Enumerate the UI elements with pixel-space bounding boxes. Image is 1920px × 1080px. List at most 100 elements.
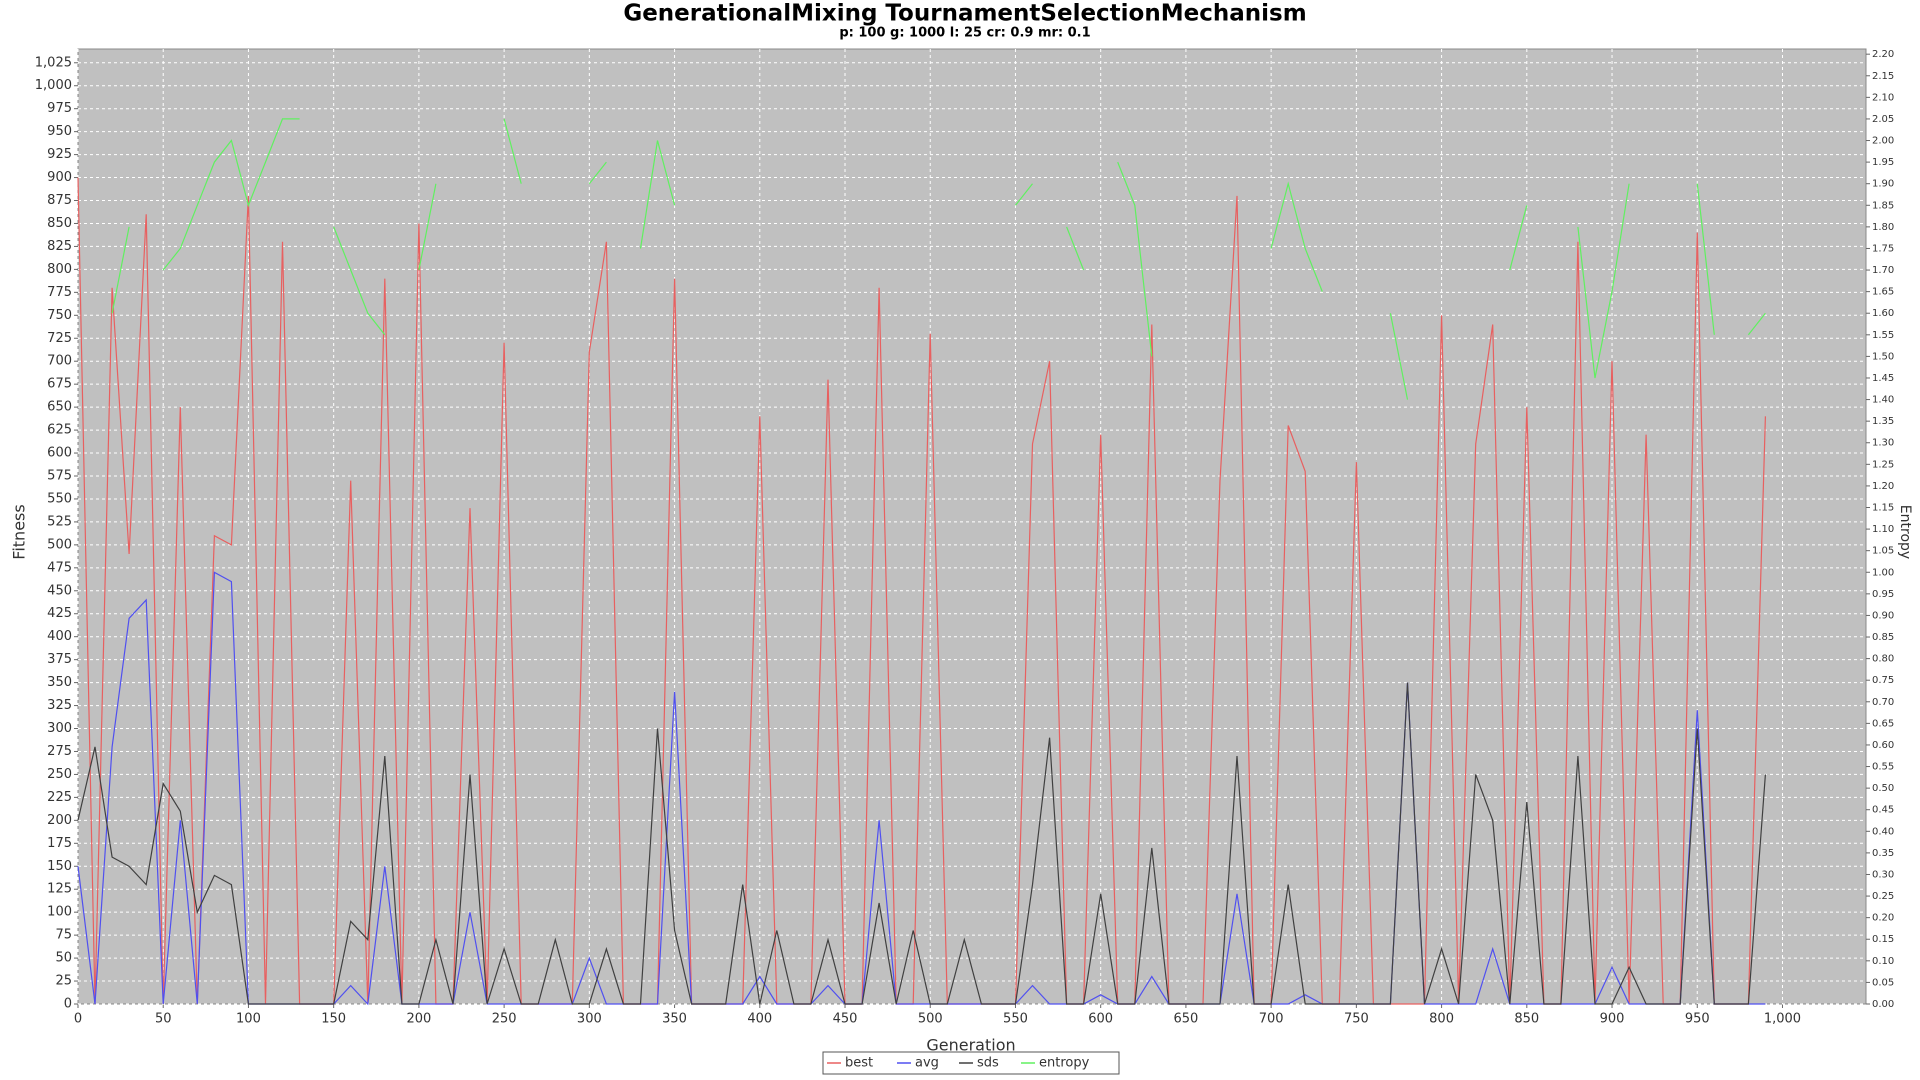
x-tick-label: 350: [662, 1012, 687, 1027]
y2-tick-label: 1.90: [1872, 179, 1894, 190]
y2-tick-label: 0.30: [1872, 869, 1894, 880]
y-tick-label: 425: [47, 606, 72, 621]
y2-tick-label: 0.25: [1872, 891, 1894, 902]
y-tick-label: 925: [47, 147, 72, 162]
x-tick-label: 50: [155, 1012, 172, 1027]
y2-tick-label: 2.10: [1872, 92, 1894, 103]
series-line: [77, 571, 1766, 1006]
x-tick-label: 950: [1685, 1012, 1710, 1027]
legend-label: entropy: [1039, 1056, 1090, 1071]
y-tick-label: 200: [47, 813, 72, 828]
y2-tick-label: 0.20: [1872, 913, 1894, 924]
y-tick-label: 625: [47, 423, 72, 438]
y2-tick-label: 1.75: [1872, 243, 1894, 254]
x-tick-label: 400: [747, 1012, 772, 1027]
y2-tick-label: 1.60: [1872, 308, 1894, 319]
y-tick-label: 350: [47, 675, 72, 690]
y2-tick-label: 2.00: [1872, 136, 1894, 147]
x-tick-label: 200: [406, 1012, 431, 1027]
y-tick-label: 700: [47, 354, 72, 369]
y-axis-label: Fitness: [10, 504, 29, 559]
y-tick-label: 75: [55, 928, 72, 943]
y-tick-label: 250: [47, 767, 72, 782]
y-tick-label: 1,025: [35, 55, 72, 70]
y-tick-label: 500: [47, 537, 72, 552]
y2-tick-label: 0.95: [1872, 589, 1894, 600]
y2-tick-label: 0.00: [1872, 999, 1894, 1010]
x-tick-label: 650: [1173, 1012, 1198, 1027]
y-tick-label: 950: [47, 124, 72, 139]
y2-tick-label: 0.40: [1872, 826, 1894, 837]
y2-tick-label: 0.60: [1872, 740, 1894, 751]
y-tick-label: 450: [47, 583, 72, 598]
x-tick-label: 0: [74, 1012, 82, 1027]
x-tick-label: 250: [492, 1012, 517, 1027]
y2-tick-label: 0.85: [1872, 632, 1894, 643]
y-tick-label: 175: [47, 836, 72, 851]
y2-tick-label: 1.50: [1872, 351, 1894, 362]
y-tick-label: 0: [64, 997, 72, 1012]
y-tick-label: 875: [47, 193, 72, 208]
y-tick-label: 825: [47, 239, 72, 254]
x-tick-label: 500: [918, 1012, 943, 1027]
x-tick-label: 750: [1344, 1012, 1369, 1027]
x-tick-label: 300: [577, 1012, 602, 1027]
y2-tick-label: 1.25: [1872, 459, 1894, 470]
y2-axis-label: Entropy: [1897, 505, 1913, 559]
x-tick-label: 800: [1429, 1012, 1454, 1027]
y2-tick-label: 1.05: [1872, 546, 1894, 557]
y-tick-label: 300: [47, 721, 72, 736]
y-tick-label: 800: [47, 262, 72, 277]
y-tick-label: 400: [47, 629, 72, 644]
y2-tick-label: 1.95: [1872, 157, 1894, 168]
y2-tick-label: 1.20: [1872, 481, 1894, 492]
y-tick-label: 750: [47, 308, 72, 323]
y2-tick-label: 0.55: [1872, 762, 1894, 773]
y-tick-label: 975: [47, 101, 72, 116]
y-tick-label: 1,000: [35, 78, 72, 93]
legend-label: sds: [977, 1056, 999, 1071]
x-tick-label: 100: [236, 1012, 261, 1027]
x-tick-label: 700: [1259, 1012, 1284, 1027]
y2-tick-label: 0.35: [1872, 848, 1894, 859]
y2-tick-label: 2.05: [1872, 114, 1894, 125]
x-tick-label: 150: [321, 1012, 346, 1027]
y2-tick-label: 1.00: [1872, 567, 1894, 578]
y-tick-label: 375: [47, 652, 72, 667]
y2-tick-label: 0.70: [1872, 697, 1894, 708]
y2-tick-label: 0.15: [1872, 934, 1894, 945]
y2-tick-label: 0.75: [1872, 675, 1894, 686]
y-tick-label: 100: [47, 905, 72, 920]
y2-tick-label: 0.45: [1872, 805, 1894, 816]
y2-tick-label: 1.40: [1872, 395, 1894, 406]
y2-tick-label: 0.65: [1872, 718, 1894, 729]
series-line: [77, 682, 1766, 1005]
series-line: [111, 118, 1766, 400]
y-tick-label: 600: [47, 446, 72, 461]
legend: best avg sds entropy: [822, 1051, 1120, 1075]
plot-area: [77, 48, 1867, 1005]
y-tick-label: 850: [47, 216, 72, 231]
y2-tick-label: 1.45: [1872, 373, 1894, 384]
y-tick-label: 775: [47, 285, 72, 300]
y-tick-label: 50: [55, 951, 72, 966]
y-tick-label: 575: [47, 468, 72, 483]
chart-title: GenerationalMixing TournamentSelectionMe…: [623, 1, 1306, 27]
legend-label: avg: [915, 1056, 939, 1071]
y2-tick-label: 0.80: [1872, 654, 1894, 665]
y2-tick-label: 0.50: [1872, 783, 1894, 794]
y2-tick-label: 1.35: [1872, 416, 1894, 427]
y2-tick-label: 0.05: [1872, 977, 1894, 988]
y-tick-label: 650: [47, 400, 72, 415]
y-tick-label: 550: [47, 491, 72, 506]
x-tick-label: 900: [1600, 1012, 1625, 1027]
y-tick-label: 675: [47, 377, 72, 392]
x-axis-label: Generation: [926, 1036, 1015, 1055]
y2-tick-label: 1.30: [1872, 438, 1894, 449]
y2-tick-label: 0.90: [1872, 610, 1894, 621]
y2-tick-label: 1.85: [1872, 200, 1894, 211]
y-tick-label: 325: [47, 698, 72, 713]
y-tick-label: 275: [47, 744, 72, 759]
x-tick-label: 600: [1088, 1012, 1113, 1027]
